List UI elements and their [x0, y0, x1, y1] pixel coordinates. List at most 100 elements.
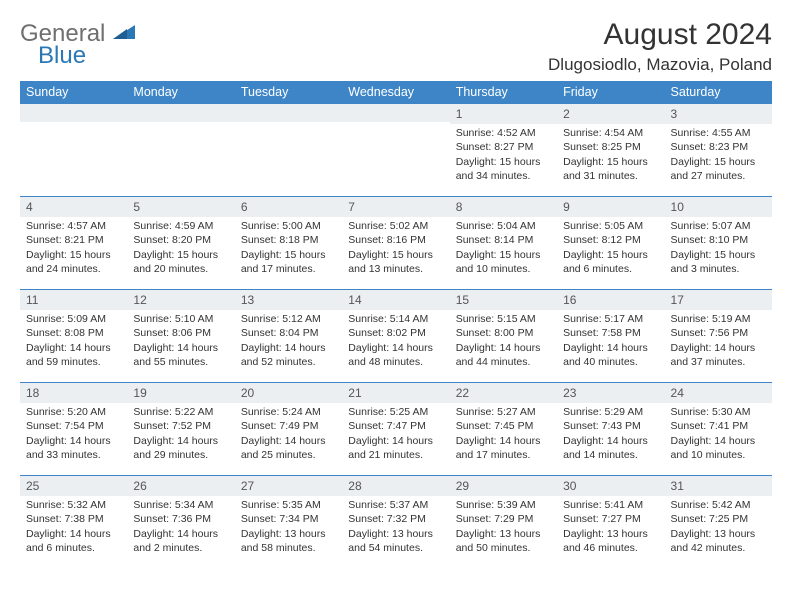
- sunrise-line: Sunrise: 5:24 AM: [241, 405, 336, 419]
- day-number: 9: [557, 197, 664, 217]
- day-details: Sunrise: 5:05 AMSunset: 8:12 PMDaylight:…: [557, 217, 664, 280]
- day-number: 19: [127, 383, 234, 403]
- sunrise-line: Sunrise: 5:19 AM: [671, 312, 766, 326]
- calendar-table: SundayMondayTuesdayWednesdayThursdayFrid…: [20, 81, 772, 569]
- day-number: 1: [450, 104, 557, 124]
- daylight-line: Daylight: 14 hours and 6 minutes.: [26, 527, 121, 555]
- day-number: 21: [342, 383, 449, 403]
- daylight-line: Daylight: 13 hours and 46 minutes.: [563, 527, 658, 555]
- day-details: Sunrise: 5:29 AMSunset: 7:43 PMDaylight:…: [557, 403, 664, 466]
- day-number: 16: [557, 290, 664, 310]
- day-details: Sunrise: 5:20 AMSunset: 7:54 PMDaylight:…: [20, 403, 127, 466]
- sunrise-line: Sunrise: 5:15 AM: [456, 312, 551, 326]
- day-number: 31: [665, 476, 772, 496]
- day-number: 18: [20, 383, 127, 403]
- sunset-line: Sunset: 7:52 PM: [133, 419, 228, 433]
- day-details: Sunrise: 4:59 AMSunset: 8:20 PMDaylight:…: [127, 217, 234, 280]
- brand-second: Blue: [38, 44, 135, 68]
- sunset-line: Sunset: 8:16 PM: [348, 233, 443, 247]
- day-number: 4: [20, 197, 127, 217]
- calendar-cell: 4Sunrise: 4:57 AMSunset: 8:21 PMDaylight…: [20, 197, 127, 290]
- day-number: 22: [450, 383, 557, 403]
- calendar-cell: 26Sunrise: 5:34 AMSunset: 7:36 PMDayligh…: [127, 476, 234, 569]
- day-details: Sunrise: 5:22 AMSunset: 7:52 PMDaylight:…: [127, 403, 234, 466]
- day-details: Sunrise: 5:24 AMSunset: 7:49 PMDaylight:…: [235, 403, 342, 466]
- sunrise-line: Sunrise: 5:14 AM: [348, 312, 443, 326]
- weekday-header: Friday: [557, 81, 664, 104]
- calendar-cell: 20Sunrise: 5:24 AMSunset: 7:49 PMDayligh…: [235, 383, 342, 476]
- sunrise-line: Sunrise: 5:09 AM: [26, 312, 121, 326]
- day-number: 11: [20, 290, 127, 310]
- day-details: Sunrise: 5:42 AMSunset: 7:25 PMDaylight:…: [665, 496, 772, 559]
- day-details: Sunrise: 5:37 AMSunset: 7:32 PMDaylight:…: [342, 496, 449, 559]
- sunrise-line: Sunrise: 5:29 AM: [563, 405, 658, 419]
- day-details: Sunrise: 5:02 AMSunset: 8:16 PMDaylight:…: [342, 217, 449, 280]
- day-number: 25: [20, 476, 127, 496]
- day-details: Sunrise: 5:00 AMSunset: 8:18 PMDaylight:…: [235, 217, 342, 280]
- brand-logo: General Blue: [20, 18, 135, 68]
- calendar-cell: 11Sunrise: 5:09 AMSunset: 8:08 PMDayligh…: [20, 290, 127, 383]
- sunrise-line: Sunrise: 4:57 AM: [26, 219, 121, 233]
- calendar-cell: 13Sunrise: 5:12 AMSunset: 8:04 PMDayligh…: [235, 290, 342, 383]
- sunset-line: Sunset: 7:49 PM: [241, 419, 336, 433]
- day-number: 7: [342, 197, 449, 217]
- daylight-line: Daylight: 14 hours and 40 minutes.: [563, 341, 658, 369]
- sunset-line: Sunset: 8:23 PM: [671, 140, 766, 154]
- sunset-line: Sunset: 7:47 PM: [348, 419, 443, 433]
- calendar-cell: 29Sunrise: 5:39 AMSunset: 7:29 PMDayligh…: [450, 476, 557, 569]
- daylight-line: Daylight: 15 hours and 10 minutes.: [456, 248, 551, 276]
- sunset-line: Sunset: 7:34 PM: [241, 512, 336, 526]
- day-details: Sunrise: 5:19 AMSunset: 7:56 PMDaylight:…: [665, 310, 772, 373]
- sunset-line: Sunset: 7:58 PM: [563, 326, 658, 340]
- sunset-line: Sunset: 8:20 PM: [133, 233, 228, 247]
- daylight-line: Daylight: 15 hours and 6 minutes.: [563, 248, 658, 276]
- calendar-week-row: 11 Sunrise: 5:09 AMSunset: 8:08 PM Dayligh…: [20, 290, 772, 383]
- daylight-line: Daylight: 15 hours and 3 minutes.: [671, 248, 766, 276]
- daylight-line: Daylight: 15 hours and 27 minutes.: [671, 155, 766, 183]
- day-details: Sunrise: 5:35 AMSunset: 7:34 PMDaylight:…: [235, 496, 342, 559]
- calendar-cell: 8 Sunrise: 5:04 AMSunset: 8:14 PMDaylight…: [450, 197, 557, 290]
- calendar-week-row: 25Sunrise: 5:32 AMSunset: 7:38 PMDayligh…: [20, 476, 772, 569]
- day-number-bar: [20, 104, 127, 122]
- sunrise-line: Sunrise: 4:52 AM: [456, 126, 551, 140]
- day-number: 28: [342, 476, 449, 496]
- sunrise-line: Sunrise: 5:07 AM: [671, 219, 766, 233]
- day-details: Sunrise: 5:32 AMSunset: 7:38 PMDaylight:…: [20, 496, 127, 559]
- daylight-line: Daylight: 15 hours and 20 minutes.: [133, 248, 228, 276]
- day-details: Sunrise: 5:39 AMSunset: 7:29 PMDaylight:…: [450, 496, 557, 559]
- day-details: Sunrise: 4:57 AMSunset: 8:21 PMDaylight:…: [20, 217, 127, 280]
- daylight-line: Daylight: 14 hours and 52 minutes.: [241, 341, 336, 369]
- calendar-cell: 27Sunrise: 5:35 AMSunset: 7:34 PMDayligh…: [235, 476, 342, 569]
- daylight-line: Daylight: 13 hours and 54 minutes.: [348, 527, 443, 555]
- sunrise-line: Sunrise: 4:54 AM: [563, 126, 658, 140]
- day-number-bar: [342, 104, 449, 122]
- day-details: Sunrise: 5:27 AMSunset: 7:45 PMDaylight:…: [450, 403, 557, 466]
- day-number: 3: [665, 104, 772, 124]
- sunset-line: Sunset: 8:08 PM: [26, 326, 121, 340]
- day-details: Sunrise: 5:15 AMSunset: 8:00 PMDaylight:…: [450, 310, 557, 373]
- calendar-cell: [127, 104, 234, 197]
- sunset-line: Sunset: 8:06 PM: [133, 326, 228, 340]
- daylight-line: Daylight: 14 hours and 14 minutes.: [563, 434, 658, 462]
- day-details: Sunrise: 5:07 AMSunset: 8:10 PMDaylight:…: [665, 217, 772, 280]
- sunrise-line: Sunrise: 5:30 AM: [671, 405, 766, 419]
- day-number: 15: [450, 290, 557, 310]
- sunrise-line: Sunrise: 5:05 AM: [563, 219, 658, 233]
- calendar-cell: 19Sunrise: 5:22 AMSunset: 7:52 PMDayligh…: [127, 383, 234, 476]
- daylight-line: Daylight: 15 hours and 17 minutes.: [241, 248, 336, 276]
- daylight-line: Daylight: 14 hours and 44 minutes.: [456, 341, 551, 369]
- sunrise-line: Sunrise: 5:04 AM: [456, 219, 551, 233]
- weekday-header: Tuesday: [235, 81, 342, 104]
- day-number-bar: [235, 104, 342, 122]
- daylight-line: Daylight: 13 hours and 50 minutes.: [456, 527, 551, 555]
- calendar-cell: 17Sunrise: 5:19 AMSunset: 7:56 PMDayligh…: [665, 290, 772, 383]
- brand-triangle-icon: [113, 28, 135, 45]
- sunrise-line: Sunrise: 5:12 AM: [241, 312, 336, 326]
- sunrise-line: Sunrise: 5:42 AM: [671, 498, 766, 512]
- sunrise-line: Sunrise: 5:02 AM: [348, 219, 443, 233]
- daylight-line: Daylight: 14 hours and 55 minutes.: [133, 341, 228, 369]
- sunset-line: Sunset: 7:32 PM: [348, 512, 443, 526]
- sunset-line: Sunset: 8:14 PM: [456, 233, 551, 247]
- day-number: 8: [450, 197, 557, 217]
- day-details: Sunrise: 5:30 AMSunset: 7:41 PMDaylight:…: [665, 403, 772, 466]
